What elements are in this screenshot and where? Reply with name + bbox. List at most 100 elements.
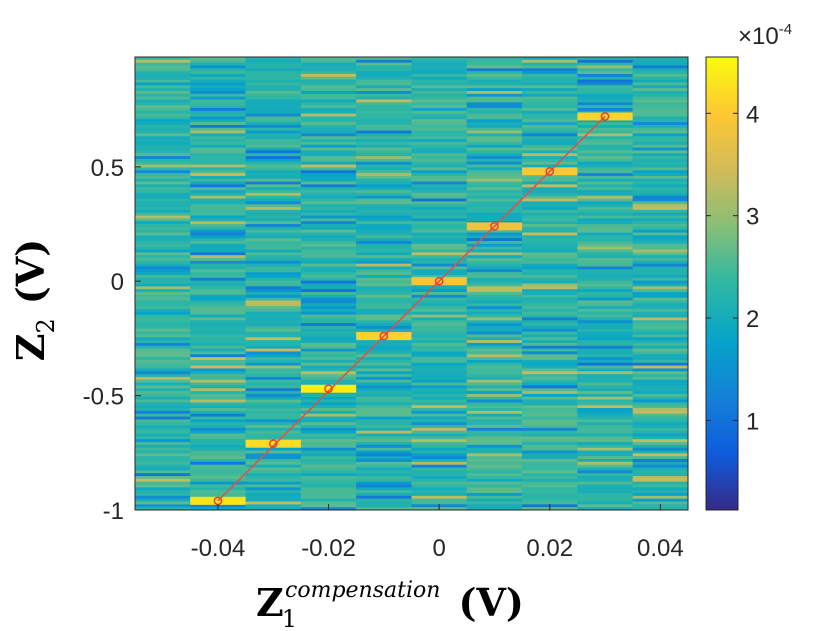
heatmap-cell bbox=[300, 144, 357, 148]
heatmap-cell bbox=[135, 102, 191, 106]
heatmap-cell bbox=[135, 283, 191, 287]
heatmap-cell bbox=[245, 317, 301, 321]
heatmap-cell bbox=[466, 311, 523, 316]
heatmap-cell bbox=[356, 127, 412, 132]
heatmap-cell bbox=[632, 464, 688, 468]
heatmap-cell bbox=[190, 73, 246, 78]
heatmap-cell bbox=[522, 204, 578, 208]
heatmap-cell bbox=[632, 425, 688, 429]
heatmap-cell bbox=[245, 365, 301, 369]
heatmap-cell bbox=[190, 124, 246, 129]
heatmap-cell bbox=[577, 430, 633, 434]
heatmap-cell bbox=[577, 439, 633, 443]
heatmap-cell bbox=[522, 402, 578, 406]
heatmap-cell bbox=[245, 340, 301, 344]
heatmap-cell bbox=[135, 173, 191, 177]
heatmap-cell bbox=[190, 478, 246, 483]
heatmap-cell bbox=[522, 266, 578, 270]
heatmap-cell bbox=[300, 266, 357, 270]
heatmap-cell bbox=[632, 139, 688, 143]
heatmap-cell bbox=[466, 294, 523, 299]
heatmap-cell bbox=[245, 348, 301, 352]
heatmap-cell bbox=[522, 201, 578, 205]
heatmap-cell bbox=[522, 297, 578, 301]
heatmap-cell bbox=[356, 238, 412, 242]
heatmap-cell bbox=[577, 433, 633, 437]
heatmap-cell bbox=[356, 317, 412, 321]
heatmap-cell bbox=[190, 490, 246, 494]
heatmap-cell bbox=[466, 436, 523, 440]
heatmap-cell bbox=[466, 277, 523, 282]
heatmap-cell bbox=[466, 388, 523, 392]
heatmap-cell bbox=[135, 105, 191, 109]
heatmap-cell bbox=[245, 354, 301, 358]
heatmap-cell bbox=[245, 184, 301, 188]
heatmap-cell bbox=[245, 300, 301, 304]
heatmap-cell bbox=[632, 71, 688, 75]
heatmap-cell bbox=[466, 119, 523, 123]
heatmap-cell bbox=[632, 122, 688, 126]
heatmap-cell bbox=[356, 376, 412, 381]
heatmap-cell bbox=[135, 156, 191, 160]
heatmap-cell bbox=[135, 122, 191, 126]
heatmap-cell bbox=[245, 413, 301, 417]
heatmap-cell bbox=[135, 331, 191, 335]
heatmap-cell bbox=[632, 311, 688, 316]
heatmap-cell bbox=[190, 85, 246, 89]
heatmap-cell bbox=[411, 408, 467, 412]
heatmap-cell bbox=[300, 269, 357, 273]
heatmap-cell bbox=[577, 300, 633, 304]
heatmap-cell bbox=[190, 150, 246, 154]
heatmap-cell bbox=[356, 501, 412, 505]
heatmap-cell bbox=[190, 408, 246, 412]
heatmap-cell bbox=[466, 280, 523, 284]
heatmap-cell bbox=[577, 459, 633, 463]
heatmap-cell bbox=[577, 374, 633, 378]
heatmap-cell bbox=[135, 408, 191, 412]
heatmap-cell bbox=[577, 362, 633, 366]
heatmap-cell bbox=[522, 357, 578, 361]
heatmap-cell bbox=[577, 158, 633, 163]
heatmap-cell bbox=[411, 105, 467, 109]
heatmap-cell bbox=[356, 382, 412, 386]
heatmap-cell bbox=[522, 198, 578, 202]
heatmap-cell bbox=[300, 337, 357, 341]
x-tick-label: -0.02 bbox=[301, 535, 356, 562]
heatmap-cell bbox=[632, 495, 688, 500]
heatmap-cell bbox=[245, 102, 301, 106]
heatmap-cell bbox=[577, 419, 633, 423]
heatmap-cell bbox=[356, 507, 412, 510]
x-axis-ticks: -0.04 -0.02 0 0.02 0.04 bbox=[191, 504, 684, 562]
heatmap-cell bbox=[632, 263, 688, 267]
heatmap-cell bbox=[190, 396, 246, 400]
heatmap-cell bbox=[522, 436, 578, 440]
heatmap-cell bbox=[411, 481, 467, 485]
heatmap-cell bbox=[300, 229, 357, 233]
heatmap-cell bbox=[245, 156, 301, 160]
heatmap-cell bbox=[135, 164, 191, 168]
heatmap-cell bbox=[356, 453, 412, 457]
heatmap-cell bbox=[135, 184, 191, 188]
heatmap-cell bbox=[522, 430, 578, 434]
heatmap-cell bbox=[632, 226, 688, 231]
heatmap-cell bbox=[577, 96, 633, 100]
heatmap-cell bbox=[300, 232, 357, 236]
heatmap-cell bbox=[466, 328, 523, 333]
heatmap-cell bbox=[522, 255, 578, 259]
heatmap-cell bbox=[245, 385, 301, 389]
heatmap-cell bbox=[466, 263, 523, 267]
heatmap-cell bbox=[522, 73, 578, 78]
heatmap-cell bbox=[300, 107, 357, 112]
heatmap-cell bbox=[245, 286, 301, 290]
heatmap-cell bbox=[632, 388, 688, 392]
heatmap-cell bbox=[245, 425, 301, 429]
heatmap-cell bbox=[411, 170, 467, 174]
heatmap-cell bbox=[190, 444, 246, 449]
heatmap-cell bbox=[466, 201, 523, 205]
heatmap-cell bbox=[632, 167, 688, 171]
heatmap-cell bbox=[135, 481, 191, 485]
heatmap-cell bbox=[577, 275, 633, 279]
heatmap-cell bbox=[356, 198, 412, 202]
heatmap-cell bbox=[466, 396, 523, 400]
